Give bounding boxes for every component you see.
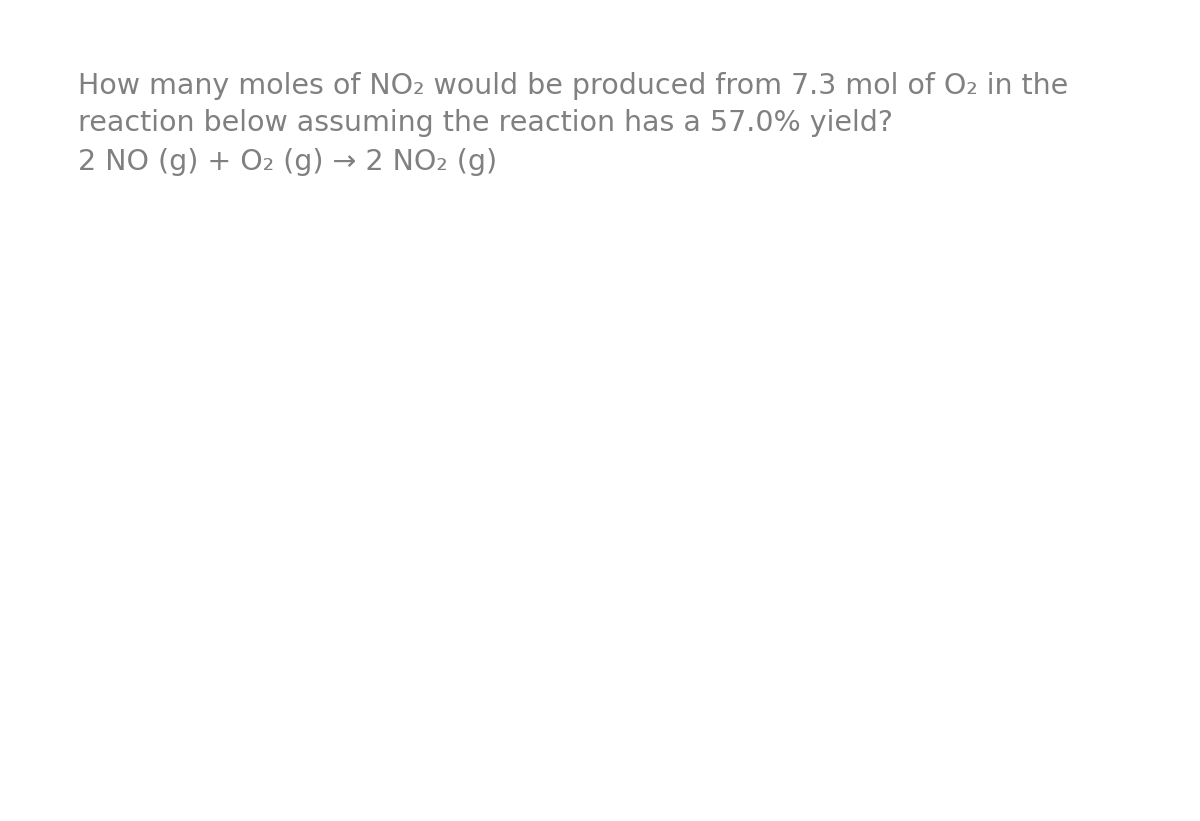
Text: 2 NO (g) + O₂ (g) → 2 NO₂ (g): 2 NO (g) + O₂ (g) → 2 NO₂ (g) [78, 148, 497, 176]
Text: How many moles of NO₂ would be produced from 7.3 mol of O₂ in the: How many moles of NO₂ would be produced … [78, 72, 1068, 100]
Text: reaction below assuming the reaction has a 57.0% yield?: reaction below assuming the reaction has… [78, 109, 893, 137]
